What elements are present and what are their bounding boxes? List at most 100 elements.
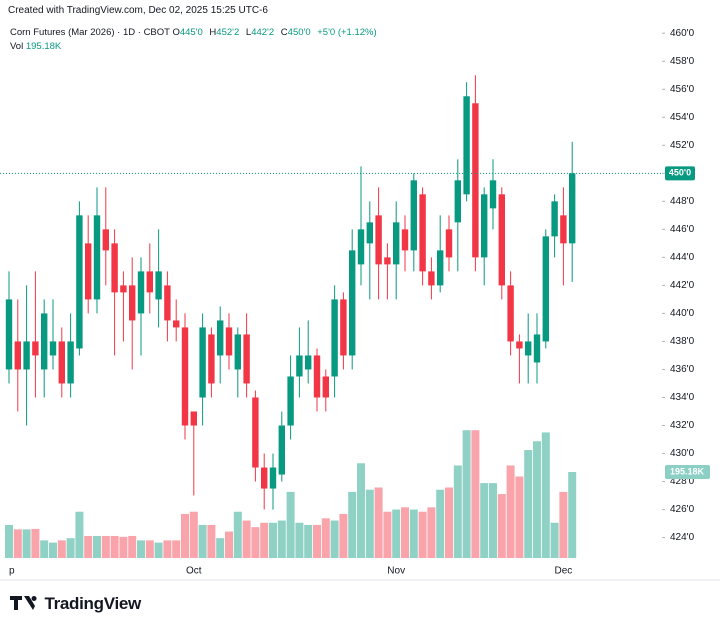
- candle-body: [23, 341, 30, 370]
- candle-body: [190, 411, 197, 426]
- volume-row: Vol 195.18K: [10, 40, 381, 54]
- volume-bar: [436, 489, 445, 558]
- legend-row: Corn Futures (Mar 2026) · 1D · CBOT O445…: [10, 26, 381, 40]
- candle-body: [76, 215, 83, 349]
- candle-body: [41, 313, 48, 370]
- volume-bar: [198, 524, 207, 558]
- volume-bar: [277, 520, 286, 558]
- y-tick-label: 452'0: [670, 140, 695, 151]
- y-tick-label: 428'0: [670, 476, 695, 487]
- symbol-title: Corn Futures (Mar 2026) · 1D · CBOT: [10, 27, 170, 38]
- ohlc-value: 452'2: [216, 27, 240, 38]
- volume-name: Vol: [10, 41, 24, 52]
- candle-body: [181, 327, 189, 426]
- volume-bar: [5, 524, 13, 558]
- volume-bar: [93, 535, 101, 558]
- candle-body: [481, 194, 488, 258]
- volume-bar: [269, 522, 277, 558]
- change: +5'0 (+1.12%): [317, 27, 377, 38]
- candle-body: [569, 173, 576, 244]
- volume-bar: [57, 540, 66, 558]
- volume-bar: [506, 465, 515, 558]
- volume-bar: [145, 540, 154, 558]
- candle-body: [111, 243, 118, 293]
- candle-body: [173, 320, 180, 328]
- volume-bar: [304, 524, 313, 558]
- volume-bar: [550, 522, 559, 558]
- volume-bar: [559, 491, 568, 558]
- volume-bar: [110, 535, 119, 558]
- candle-body: [560, 215, 567, 244]
- volume-bar: [66, 538, 75, 558]
- candle-body: [217, 320, 224, 356]
- candle-body: [542, 236, 549, 342]
- volume-bar: [242, 520, 251, 558]
- candle-body: [322, 376, 329, 398]
- volume-bar: [489, 483, 497, 558]
- volume-bar: [453, 465, 462, 558]
- x-tick-label: Dec: [555, 566, 573, 577]
- ohlc-value: 445'0: [179, 27, 203, 38]
- y-tick-label: 426'0: [670, 504, 695, 515]
- candle-body: [507, 285, 514, 342]
- volume-bar: [427, 507, 436, 558]
- y-tick-label: 456'0: [670, 84, 695, 95]
- volume-bar: [365, 489, 374, 558]
- ohlc-key: C: [280, 27, 288, 38]
- legend: Corn Futures (Mar 2026) · 1D · CBOT O445…: [10, 26, 381, 54]
- candle-body: [357, 229, 365, 265]
- candle-body: [234, 334, 241, 370]
- y-tick-label: 430'0: [670, 448, 695, 459]
- y-tick-label: 448'0: [670, 196, 695, 207]
- volume-bar: [418, 511, 427, 558]
- ohlc-key: L: [245, 27, 252, 38]
- volume-tag: [665, 465, 710, 479]
- candle-body: [313, 355, 321, 398]
- candle-body: [225, 327, 233, 356]
- last-price-label: 450'0: [669, 168, 691, 178]
- volume-bar: [189, 511, 198, 558]
- candle-body: [199, 327, 206, 398]
- volume-bar: [568, 472, 577, 558]
- volume-bar: [524, 450, 533, 558]
- volume-bar: [13, 529, 22, 558]
- volume-bar: [295, 522, 304, 558]
- volume-bar: [374, 487, 383, 558]
- volume-bar: [225, 531, 233, 558]
- candle-body: [489, 180, 497, 209]
- candle-body: [533, 334, 541, 363]
- candle-body: [305, 355, 312, 370]
- y-tick-label: 424'0: [670, 532, 695, 543]
- volume-bar: [22, 529, 31, 558]
- volume-bar: [480, 483, 489, 558]
- logo: TradingView: [10, 594, 141, 614]
- candle-body: [445, 229, 453, 258]
- volume-bar: [233, 511, 242, 558]
- volume-bar: [31, 528, 40, 558]
- volume-bar: [172, 540, 181, 558]
- candle-body: [14, 341, 21, 370]
- candle-body: [5, 299, 13, 370]
- candle-body: [366, 222, 373, 244]
- volume-bar: [40, 540, 49, 558]
- candle-body: [269, 467, 277, 489]
- volume-bar: [286, 491, 295, 558]
- volume-bar: [321, 518, 330, 558]
- candle-body: [85, 243, 92, 300]
- volume-bar: [462, 430, 471, 558]
- candle-body: [137, 271, 145, 314]
- y-tick-label: 444'0: [670, 252, 695, 263]
- candle-body: [146, 271, 153, 293]
- ohlc-key: H: [209, 27, 217, 38]
- candle-body: [454, 180, 461, 223]
- candle-body: [516, 341, 523, 349]
- logo-text: TradingView: [44, 594, 141, 613]
- volume-bar: [497, 494, 506, 558]
- volume-bar: [392, 509, 401, 558]
- candle-body: [437, 250, 444, 286]
- candle-body: [349, 250, 356, 356]
- candle-body: [525, 341, 532, 356]
- volume-value: 195.18K: [25, 41, 62, 52]
- candle-body: [102, 229, 109, 251]
- candle-body: [287, 376, 294, 426]
